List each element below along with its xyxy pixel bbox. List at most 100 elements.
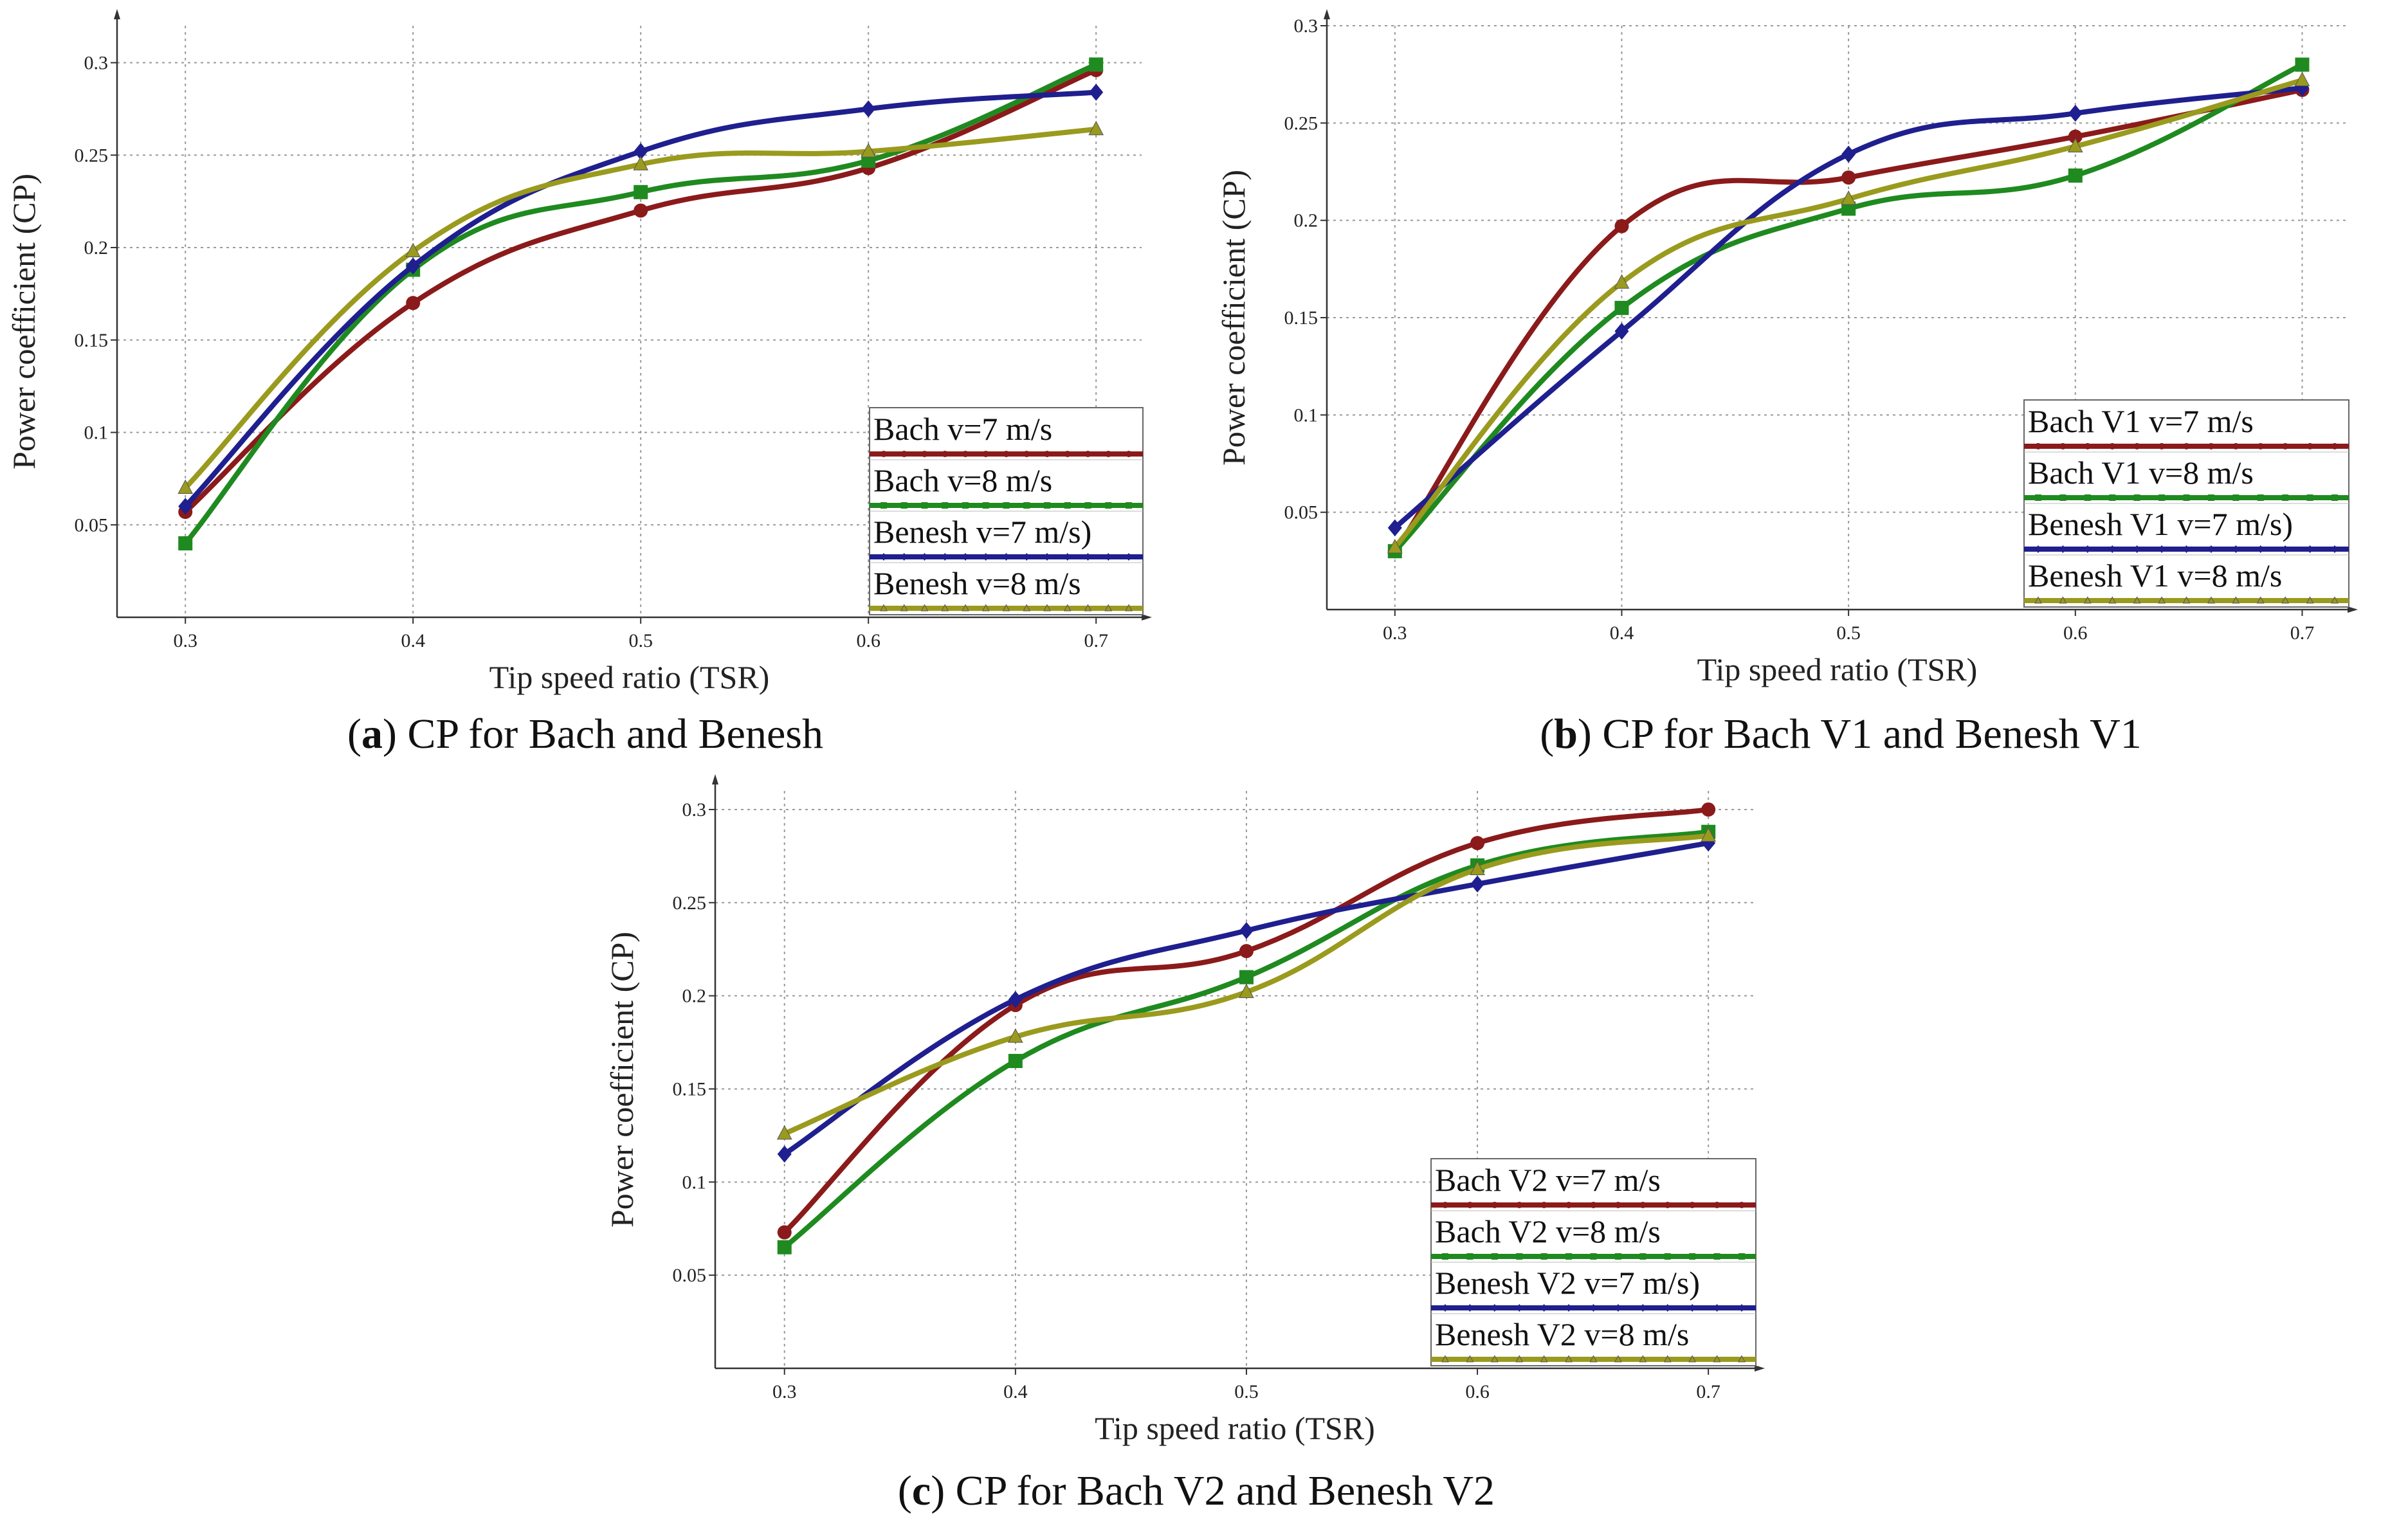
panel-c-legend-marker-1-8 [1639,1253,1647,1260]
panel-a-legend-marker-0-6 [1003,451,1010,457]
panel-c-legend-marker-3-2 [1491,1355,1499,1363]
panel-b-legend-marker-2-9 [2257,545,2264,553]
panel-b-ytick-label-2: 0.15 [1284,307,1318,329]
panel-c-ytick-label-4: 0.25 [673,892,707,914]
panel-c-legend-marker-2-5 [1565,1304,1573,1312]
panel-b-legend-marker-3-4 [2133,596,2141,604]
panel-a-legend-marker-3-7 [1023,604,1031,611]
panel-c-legend-label-0: Bach V2 v=7 m/s [1435,1162,1661,1198]
panel-b-legend-marker-2-11 [2306,545,2313,553]
panel-a-xlabel: Tip speed ratio (TSR) [489,659,770,695]
panel-c-legend-marker-0-0 [1442,1202,1448,1208]
panel-c-legend-marker-1-0 [1442,1253,1448,1260]
panel-a-legend-label-3: Benesh v=8 m/s [873,565,1081,601]
panel-b-legend-label-0: Bach V1 v=7 m/s [2028,403,2254,439]
panel-a-legend-marker-1-8 [1044,502,1050,509]
panel-b-legend-marker-1-10 [2282,494,2289,501]
panel-a-series-2 [178,84,1104,515]
panel-a-legend-marker-2-0 [880,553,887,561]
panel-a-legend-label-2: Benesh v=7 m/s) [873,514,1091,550]
panel-c-legend-marker-3-0 [1441,1355,1449,1363]
panel-c-legend-marker-2-8 [1639,1304,1647,1312]
panel-a-series-2-point-3 [861,100,876,118]
panel-a-legend-marker-3-11 [1104,604,1113,611]
panel-c-legend-marker-1-7 [1614,1253,1621,1260]
panel-c-xtick-label-1: 0.4 [1003,1381,1028,1402]
panel-b-legend-label-2: Benesh V1 v=7 m/s) [2028,506,2293,542]
panel-c-legend-marker-1-2 [1491,1253,1498,1260]
panel-a-caption: (a) CP for Bach and Benesh [347,711,823,757]
panel-c-legend-marker-2-7 [1614,1304,1621,1312]
panel-a-legend-marker-2-6 [1003,553,1010,561]
panel-a-legend-marker-3-9 [1063,604,1072,611]
panel-b-legend-marker-2-4 [2133,545,2140,553]
panel-a-y-axis-arrow [114,9,120,19]
panel-a-legend-marker-2-2 [921,553,928,561]
panel-c-legend-marker-0-4 [1540,1202,1547,1208]
panel-a-legend-marker-0-3 [942,451,949,457]
panel-b-legend-marker-3-2 [2084,596,2092,604]
panel-a-legend-marker-0-12 [1126,451,1132,457]
panel-b-legend: Bach V1 v=7 m/s Bach V1 v=8 m/s Benesh V1 … [2023,399,2349,608]
panel-b-legend-label-3: Benesh V1 v=8 m/s [2028,557,2282,593]
panel-b-ytick-label-4: 0.25 [1284,113,1318,134]
panel-a-legend-marker-1-5 [982,502,989,509]
panel-b-series-0-point-3 [2068,129,2083,144]
panel-a-legend-marker-2-10 [1084,553,1091,561]
panel-b-legend-marker-3-8 [2232,596,2240,604]
panel-a-legend-marker-0-8 [1044,451,1050,457]
panel-c-series-0-point-3 [1470,836,1485,851]
panel-b-ytick-label-0: 0.05 [1284,502,1318,523]
panel-a-legend-marker-1-4 [962,502,969,509]
panel-a-legend-marker-3-2 [920,604,929,611]
panel-a-legend-marker-0-1 [900,451,908,457]
panel-c-legend-marker-3-3 [1515,1355,1524,1363]
panel-c-y-axis-arrow [712,774,718,784]
panel-c-legend-marker-1-9 [1664,1253,1671,1260]
panel-b-legend-marker-1-2 [2084,494,2091,501]
panel-b-legend-marker-0-10 [2282,443,2289,449]
panel-b-legend-marker-1-3 [2109,494,2116,501]
panel-a-legend-marker-1-0 [880,502,887,509]
panel-b-series-3-line [1392,77,2305,550]
panel-a-xtick-label-2: 0.5 [628,630,653,651]
panel-a-x-axis-arrow [1142,614,1152,621]
panel-c-ylabel: Power coefficient (CP) [604,932,640,1227]
panel-c-legend-marker-1-10 [1689,1253,1696,1260]
panel-c-legend-marker-0-10 [1689,1202,1696,1208]
panel-c-legend-marker-2-10 [1689,1304,1696,1312]
panel-a-series-3 [178,120,1104,494]
panel-b-ytick-label-5: 0.3 [1294,15,1318,37]
panel-a-legend-marker-3-3 [941,604,949,611]
panel-a-legend-label-1: Bach v=8 m/s [873,462,1052,498]
panel-c-legend-label-1: Bach V2 v=8 m/s [1435,1213,1661,1249]
panel-a-series-0-point-2 [634,203,648,218]
panel-c-series-3-point-2 [1239,983,1254,999]
panel-a-ytick-label-1: 0.1 [84,422,109,444]
panel-a-gridlines [117,26,1142,617]
panel-b-ylabel: Power coefficient (CP) [1216,170,1252,466]
panel-c-series-2-point-1 [1008,991,1023,1008]
panel-b-legend-marker-0-3 [2109,443,2116,449]
panel-c-legend-marker-2-3 [1516,1304,1523,1312]
panel-c-xtick-label-3: 0.6 [1465,1381,1490,1402]
panel-a-legend-marker-0-2 [921,451,928,457]
panel-a-legend-marker-3-12 [1125,604,1133,611]
panel-c-legend-marker-0-5 [1565,1202,1573,1208]
panel-c-series-3-point-0 [776,1125,792,1140]
panel-b-x-axis-arrow [2348,606,2358,613]
panel-b-series-0-line [1392,87,2305,554]
panel-b-legend-marker-3-6 [2182,596,2191,604]
panel-c-ytick-label-2: 0.15 [673,1078,707,1100]
panel-a-legend-marker-3-4 [962,604,969,611]
panel-a-ytick-label-3: 0.2 [84,237,109,258]
panel-c-legend-marker-3-10 [1688,1355,1696,1363]
panel-a-series-0 [178,63,1104,520]
panel-a-legend-marker-3-1 [900,604,908,611]
panel-a-series-3-line [183,127,1099,491]
panel-c-legend-marker-0-7 [1614,1202,1621,1208]
panel-a-xtick-label-1: 0.4 [401,630,425,651]
panel-a-ytick-label-5: 0.3 [84,53,109,74]
panel-a-legend-marker-2-7 [1023,553,1030,561]
